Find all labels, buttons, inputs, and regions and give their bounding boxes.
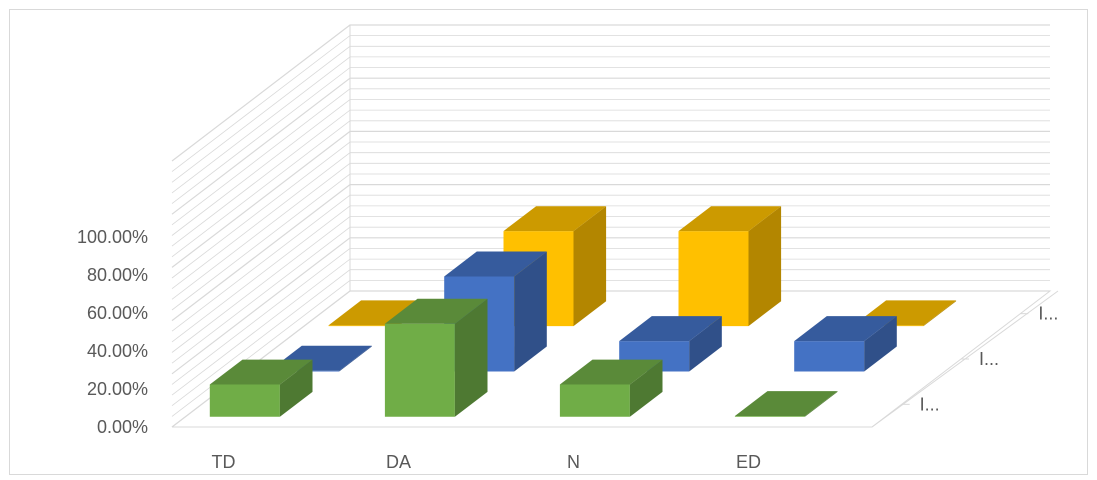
gridline (171, 162, 1050, 300)
bar (794, 316, 897, 372)
y-axis-ticks: 0.00% 20.00% 40.00% 60.00% 80.00% 100.00% (77, 227, 148, 437)
bar-side (804, 391, 838, 417)
depth-tick-label: I... (1038, 304, 1058, 324)
chart-bars (209, 206, 957, 417)
gridline (171, 130, 1050, 268)
bar-top (794, 316, 897, 342)
depth-axis-ticks: I... I... I... (871, 290, 1058, 428)
gridline (171, 173, 1050, 311)
bar-side (923, 300, 957, 327)
gridline (171, 88, 1050, 226)
bar-front (559, 384, 630, 417)
bar-side (629, 359, 663, 417)
bar-top (444, 251, 547, 277)
bar-side (514, 251, 547, 372)
chart-walls (171, 24, 1052, 428)
x-tick-label: TD (212, 452, 236, 472)
y-tick-label: 0.00% (97, 417, 148, 437)
depth-tick-label: I... (979, 349, 999, 369)
gridline (171, 184, 1050, 322)
bar-top (678, 206, 782, 232)
x-tick-label: ED (736, 452, 761, 472)
gridline (171, 67, 1050, 204)
bar-side (339, 345, 372, 372)
bar (209, 359, 313, 417)
bar-front (328, 325, 399, 327)
gridline (171, 216, 1050, 353)
bar-top (384, 298, 488, 324)
gridline (171, 56, 1050, 194)
bar-side (573, 206, 607, 327)
bar-front (734, 416, 805, 417)
bar (384, 298, 488, 417)
bar-side (689, 316, 722, 372)
x-tick-label: N (567, 452, 580, 472)
bar-front (794, 341, 865, 372)
bar-top (619, 316, 722, 342)
bar-front (384, 323, 455, 417)
bar-side (864, 316, 897, 372)
gridline (171, 226, 1050, 364)
x-tick-label: DA (386, 452, 411, 472)
gridline (171, 24, 1050, 162)
floor-outline (171, 290, 1052, 428)
bar-top (503, 206, 607, 232)
depth-tick-label: I... (920, 394, 940, 414)
gridline (171, 120, 1050, 258)
bar (678, 206, 782, 327)
bar-side (279, 359, 313, 417)
bar-side (454, 298, 488, 417)
bar-front (678, 231, 749, 327)
y-tick-label: 40.00% (87, 341, 148, 361)
gridline (171, 35, 1050, 172)
y-tick-label: 60.00% (87, 303, 148, 323)
y-tick-label: 20.00% (87, 379, 148, 399)
bar-side (748, 206, 782, 327)
x-axis-ticks: TD DA N ED (212, 452, 762, 472)
gridline (171, 77, 1050, 215)
y-tick-label: 100.00% (77, 227, 148, 247)
gridline (171, 141, 1050, 279)
bar-front (209, 384, 280, 417)
bar (559, 359, 663, 417)
bar-top (734, 391, 838, 416)
gridline (171, 109, 1050, 247)
y-tick-label: 80.00% (87, 265, 148, 285)
bar (619, 316, 722, 372)
bar (734, 391, 838, 417)
bar-top (209, 359, 313, 385)
bar-top (559, 359, 663, 385)
